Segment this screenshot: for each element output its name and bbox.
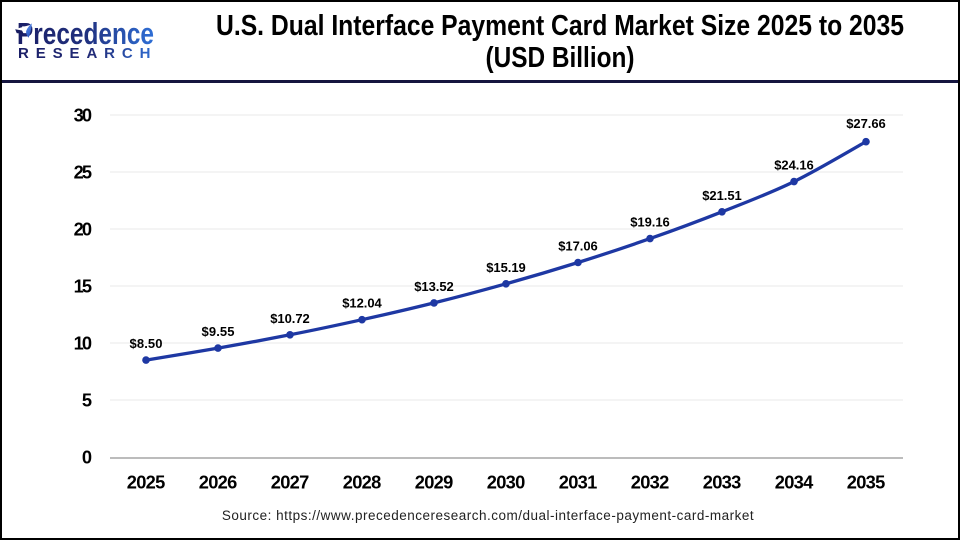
- svg-text:2034: 2034: [775, 472, 814, 493]
- svg-text:2030: 2030: [487, 472, 526, 493]
- svg-text:2035: 2035: [847, 472, 886, 493]
- svg-text:$21.51: $21.51: [702, 188, 742, 203]
- svg-text:$10.72: $10.72: [270, 311, 310, 326]
- svg-text:15: 15: [74, 276, 92, 297]
- svg-text:$17.06: $17.06: [558, 239, 598, 254]
- svg-text:30: 30: [74, 105, 92, 126]
- svg-text:$24.16: $24.16: [774, 158, 814, 173]
- svg-text:0: 0: [82, 447, 92, 468]
- svg-text:2027: 2027: [271, 472, 310, 493]
- svg-text:2031: 2031: [559, 472, 598, 493]
- svg-text:$9.55: $9.55: [202, 324, 235, 339]
- svg-text:$13.52: $13.52: [414, 279, 454, 294]
- svg-text:$27.66: $27.66: [846, 116, 886, 131]
- svg-text:10: 10: [74, 333, 92, 354]
- svg-text:25: 25: [74, 162, 92, 183]
- svg-text:$15.19: $15.19: [486, 260, 526, 275]
- svg-text:$8.50: $8.50: [130, 336, 163, 351]
- svg-text:2029: 2029: [415, 472, 454, 493]
- svg-text:2028: 2028: [343, 472, 382, 493]
- svg-text:5: 5: [82, 390, 92, 411]
- svg-text:20: 20: [74, 219, 92, 240]
- svg-text:2032: 2032: [631, 472, 670, 493]
- svg-text:2025: 2025: [127, 472, 166, 493]
- svg-text:$12.04: $12.04: [342, 296, 382, 311]
- svg-text:2026: 2026: [199, 472, 238, 493]
- svg-text:$19.16: $19.16: [630, 215, 670, 230]
- svg-text:2033: 2033: [703, 472, 742, 493]
